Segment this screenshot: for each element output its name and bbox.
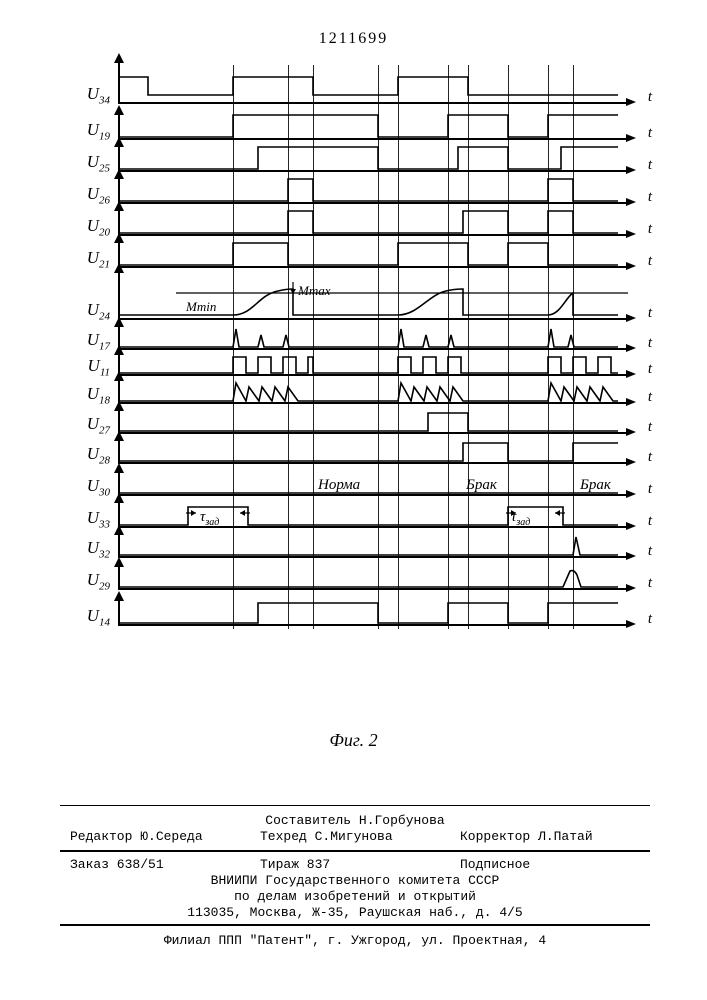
signal-label-U30: U30 [60,476,110,498]
signal-label-U19: U19 [60,120,110,142]
t-label: t [648,543,652,560]
document-number: 1211699 [0,30,707,48]
signal-label-U26: U26 [60,184,110,206]
waveform-U27 [118,409,618,433]
axis-arrow-right [626,166,636,174]
t-label: t [648,125,652,142]
address: 113035, Москва, Ж-35, Раушская наб., д. … [70,904,640,922]
editor: Редактор Ю.Середа [70,828,260,846]
branch: Филиал ППП "Патент", г. Ужгород, ул. Про… [70,932,640,950]
axis-arrow-right [626,398,636,406]
signal-label-U24: U24 [60,300,110,322]
waveform-U14 [118,599,618,625]
t-label: t [648,305,652,322]
annotation: Mmax [298,283,331,299]
signal-label-U32: U32 [60,538,110,560]
org-line-2: по делам изобретений и открытий [70,888,640,906]
axis-arrow-right [626,230,636,238]
waveform-U29 [118,565,618,589]
t-label: t [648,481,652,498]
signal-label-U34: U34 [60,84,110,106]
axis-arrow-right [626,620,636,628]
axis-arrow-right [626,198,636,206]
t-label: t [648,253,652,270]
annotation: τзад [511,509,530,528]
waveform-U34 [118,75,618,103]
order: Заказ 638/51 [70,856,260,874]
signal-label-U20: U20 [60,216,110,238]
t-label: t [648,449,652,466]
figure-caption: Фиг. 2 [0,730,707,751]
waveform-U18 [118,379,618,403]
t-label: t [648,189,652,206]
axis-arrow-right [626,584,636,592]
signal-label-U28: U28 [60,444,110,466]
t-label: t [648,89,652,106]
waveform-U26 [118,177,618,203]
signal-label-U27: U27 [60,414,110,436]
org-line-1: ВНИИПИ Государственного комитета СССР [70,872,640,890]
axis-arrow-right [626,314,636,322]
waveform-U21 [118,241,618,267]
annotation: τзад [200,509,219,528]
axis-arrow-right [626,370,636,378]
t-label: t [648,221,652,238]
annotation: Норма [318,477,360,494]
axis-arrow-right [626,98,636,106]
axis-arrow-right [626,552,636,560]
signal-label-U33: U33 [60,508,110,530]
tirazh: Тираж 837 [260,856,460,874]
waveform-U28 [118,439,618,463]
compiler-line: Составитель Н.Горбунова [70,812,640,830]
t-label: t [648,513,652,530]
waveform-U17 [118,325,618,349]
signal-label-U14: U14 [60,606,110,628]
waveform-U11 [118,353,618,375]
waveform-U33 [118,501,618,527]
tehred: Техред С.Мигунова [260,828,460,846]
signal-label-U21: U21 [60,248,110,270]
t-label: t [648,575,652,592]
signal-label-U17: U17 [60,330,110,352]
axis-arrow-up [114,263,124,273]
axis-arrow-right [626,522,636,530]
waveform-U25 [118,145,618,171]
t-label: t [648,389,652,406]
corrector: Корректор Л.Патай [460,829,593,844]
axis-arrow-right [626,428,636,436]
axis-arrow-right [626,134,636,142]
axis-arrow-right [626,458,636,466]
axis-arrow-right [626,490,636,498]
t-label: t [648,611,652,628]
signal-label-U11: U11 [60,356,110,378]
annotation: Брак [466,477,497,494]
subscription: Подписное [460,857,530,872]
axis-arrow-up [114,53,124,63]
annotation: Mmin [186,299,216,315]
annotation: Брак [580,477,611,494]
t-label: t [648,157,652,174]
waveform-U30 [118,471,618,495]
signal-label-U25: U25 [60,152,110,174]
t-label: t [648,419,652,436]
signal-label-U18: U18 [60,384,110,406]
signal-label-U29: U29 [60,570,110,592]
timing-diagram: U34 t U19 t U25 t U26 t U20 t U21 t U24 t Mmin Mmax U17 t… [60,75,650,715]
rule [60,850,650,852]
waveform-U32 [118,533,618,557]
t-label: t [648,361,652,378]
rule [60,805,650,806]
waveform-U19 [118,113,618,139]
axis-arrow-right [626,262,636,270]
axis-arrow-right [626,344,636,352]
rule [60,924,650,926]
t-label: t [648,335,652,352]
waveform-U20 [118,209,618,235]
